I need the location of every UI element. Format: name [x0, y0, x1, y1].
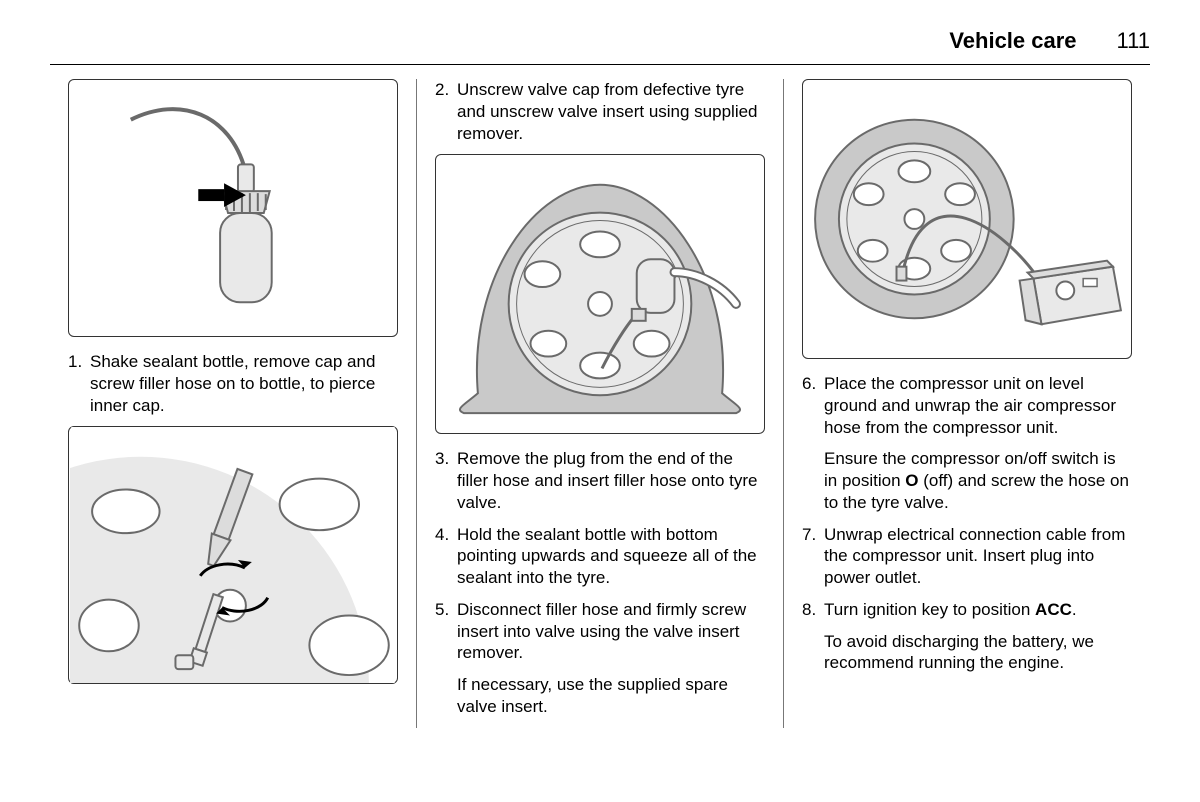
- steps-col2: 3. Remove the plug from the end of the f…: [435, 448, 765, 664]
- step-7: 7. Unwrap electrical connection cable fr…: [802, 524, 1132, 589]
- column-1: 1. Shake sealant bottle, remove cap and …: [50, 79, 416, 728]
- step-number: 4.: [435, 524, 457, 589]
- bold-O: O: [905, 471, 918, 490]
- step-text: Disconnect filler hose and firmly screw …: [457, 599, 765, 664]
- step-5: 5. Disconnect filler hose and firmly scr…: [435, 599, 765, 664]
- step-text: Remove the plug from the end of the fill…: [457, 448, 765, 513]
- page-number: 111: [1117, 28, 1150, 54]
- step-number: 6.: [802, 373, 824, 438]
- compressor-icon: [804, 80, 1130, 358]
- header-rule: [50, 64, 1150, 65]
- step-3: 3. Remove the plug from the end of the f…: [435, 448, 765, 513]
- step-number: 3.: [435, 448, 457, 513]
- step-number: 2.: [435, 79, 457, 144]
- section-title: Vehicle care: [949, 28, 1076, 54]
- steps-col3: 6. Place the compressor unit on level gr…: [802, 373, 1132, 438]
- step-number: 8.: [802, 599, 824, 621]
- step-text: Hold the sealant bottle with bottom poin…: [457, 524, 765, 589]
- figure-flat-tyre: [435, 154, 765, 434]
- step-6-sub: Ensure the compressor on/off switch is i…: [824, 448, 1132, 513]
- column-2: 2. Unscrew valve cap from defective tyre…: [416, 79, 783, 728]
- text: Turn ignition key to position: [824, 600, 1035, 619]
- steps-col2-top: 2. Unscrew valve cap from defective tyre…: [435, 79, 765, 144]
- step-text: Unwrap electrical connection cable from …: [824, 524, 1132, 589]
- content-columns: 1. Shake sealant bottle, remove cap and …: [50, 79, 1150, 728]
- step-text: Shake sealant bottle, remove cap and scr…: [90, 351, 398, 416]
- steps-col1: 1. Shake sealant bottle, remove cap and …: [68, 351, 398, 416]
- column-3: 6. Place the compressor unit on level gr…: [783, 79, 1150, 728]
- bold-ACC: ACC: [1035, 600, 1072, 619]
- step-number: 7.: [802, 524, 824, 589]
- step-2: 2. Unscrew valve cap from defective tyre…: [435, 79, 765, 144]
- step-text: Turn ignition key to position ACC.: [824, 599, 1132, 621]
- step-text: Unscrew valve cap from defective tyre an…: [457, 79, 765, 144]
- text: .: [1072, 600, 1077, 619]
- valve-remover-icon: [70, 427, 396, 683]
- step-6: 6. Place the compressor unit on level gr…: [802, 373, 1132, 438]
- step-text: Place the compressor unit on level groun…: [824, 373, 1132, 438]
- step-4: 4. Hold the sealant bottle with bottom p…: [435, 524, 765, 589]
- steps-col3b: 7. Unwrap electrical connection cable fr…: [802, 524, 1132, 621]
- step-number: 5.: [435, 599, 457, 664]
- flat-tyre-icon: [437, 155, 763, 433]
- figure-compressor: [802, 79, 1132, 359]
- step-1: 1. Shake sealant bottle, remove cap and …: [68, 351, 398, 416]
- step-8-sub: To avoid discharging the battery, we rec…: [824, 631, 1132, 675]
- bottle-icon: [70, 80, 396, 336]
- figure-sealant-bottle: [68, 79, 398, 337]
- figure-valve-remover: [68, 426, 398, 684]
- step-5-sub: If necessary, use the supplied spare val…: [457, 674, 765, 718]
- step-8: 8. Turn ignition key to position ACC.: [802, 599, 1132, 621]
- step-number: 1.: [68, 351, 90, 416]
